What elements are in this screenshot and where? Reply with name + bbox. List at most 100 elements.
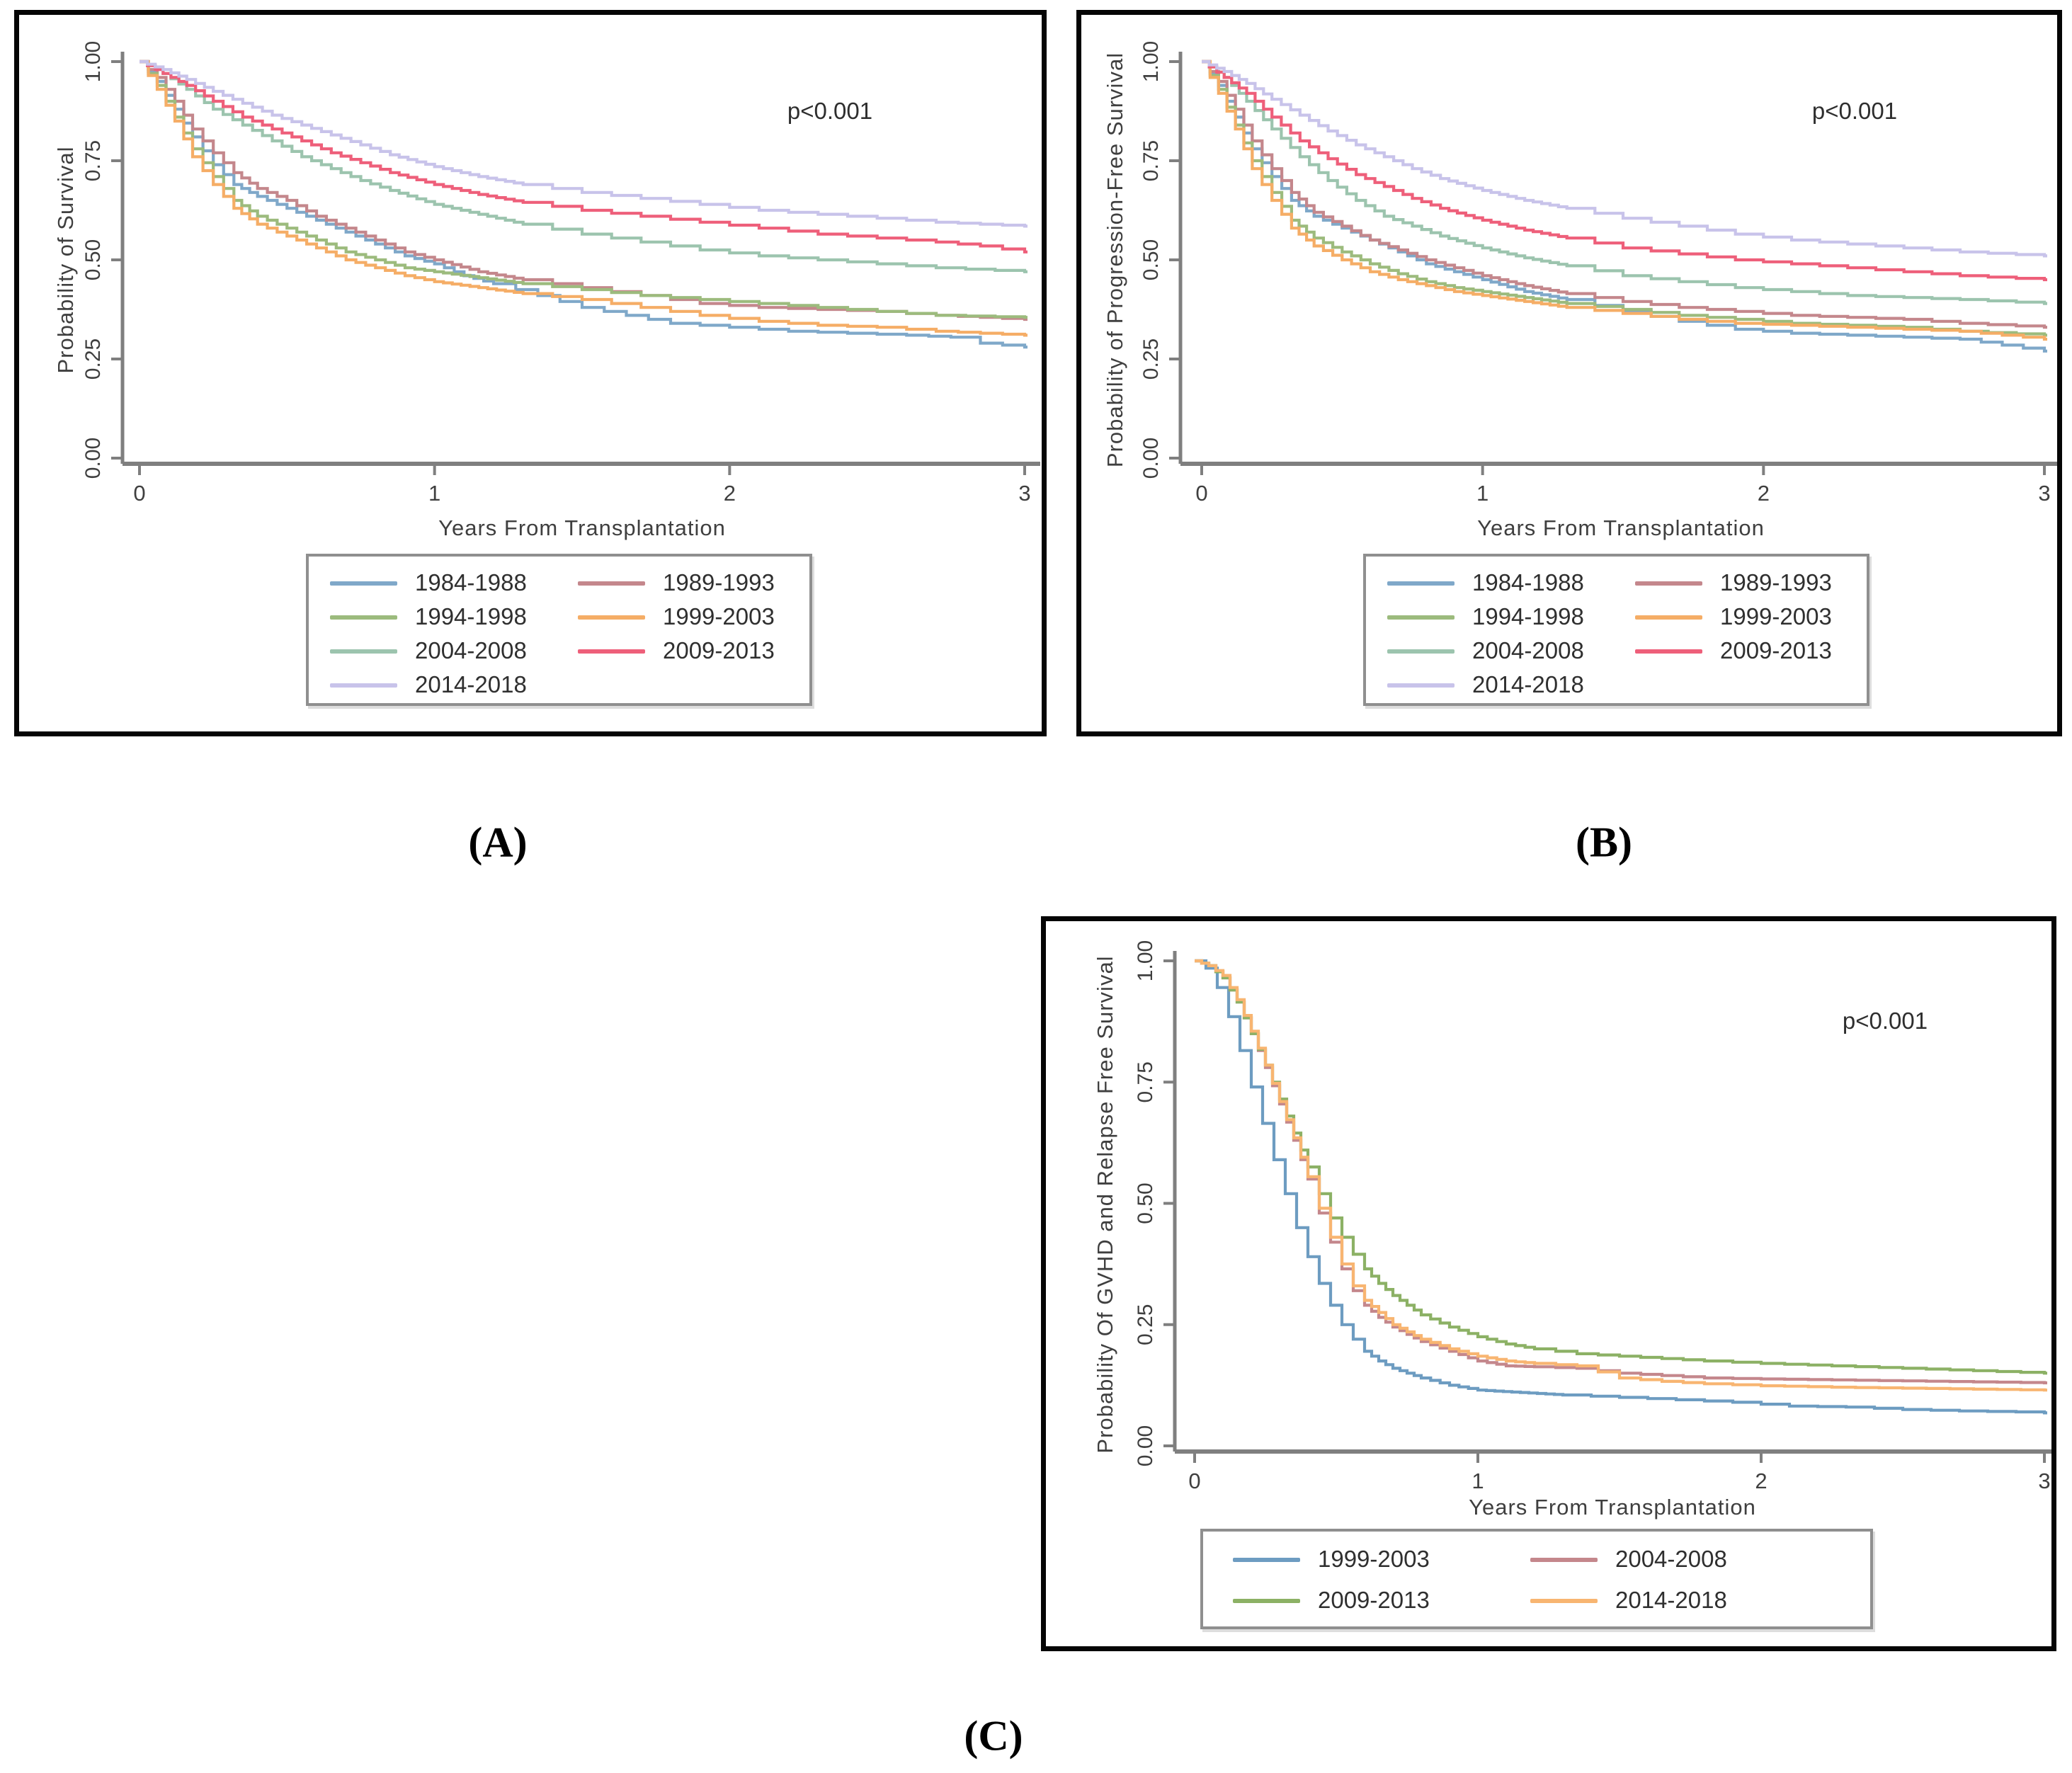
legend-label: 1984-1988 [1472, 569, 1584, 595]
y-tick-label: 0.50 [1134, 1182, 1157, 1224]
legend-b: 1984-1988 1989-1993 1994-1998 1999-2003 2004… [1363, 554, 1869, 706]
x-tick-label: 0 [1195, 481, 1207, 506]
legend-label: 1984-1988 [415, 569, 527, 595]
x-tick-label: 2 [724, 481, 736, 506]
legend-label: 2004-2008 [1472, 637, 1584, 663]
x-tick-label: 1 [428, 481, 440, 506]
y-tick-label: 0.50 [1139, 239, 1163, 280]
y-tick-label: 0.25 [81, 338, 105, 380]
p-value-annotation: p<0.001 [1811, 98, 1898, 124]
y-tick-label: 0.00 [1134, 1425, 1157, 1466]
legend-label: 2014-2018 [1615, 1587, 1727, 1613]
x-tick-label: 1 [1476, 481, 1488, 506]
axes: 0.00 0.25 0.50 0.75 1.00 0 1 2 3 [1134, 940, 2051, 1493]
km-chart-b: 0.00 0.25 0.50 0.75 1.00 0 1 2 3 [1139, 41, 2057, 506]
legend-swatch-2014-2018 [1387, 683, 1455, 688]
legend-swatch-1994-1998 [1387, 615, 1455, 620]
legend-swatch-2009-2013 [1635, 649, 1702, 654]
legend-label: 2004-2008 [415, 637, 527, 663]
y-tick-label: 0.75 [1134, 1061, 1157, 1102]
legend-label: 1994-1998 [415, 603, 527, 629]
p-value-annotation: p<0.001 [787, 98, 873, 124]
panel-b-progression-free-survival: 0.00 0.25 0.50 0.75 1.00 0 1 2 3 Probability of … [1076, 10, 2062, 736]
y-axis-title: Probability Of GVHD and Relapse Free Sur… [1093, 955, 1117, 1454]
legend-swatch-2004-2008 [330, 649, 397, 654]
legend-swatch-1999-2003 [1233, 1558, 1300, 1562]
y-tick-label: 1.00 [1139, 41, 1163, 82]
legend-label: 1999-2003 [1318, 1546, 1430, 1572]
legend-swatch-2004-2008 [1387, 649, 1455, 654]
panel-a-overall-survival: 0.00 0.25 0.50 0.75 1.00 0 1 2 3 Probability of … [14, 10, 1047, 736]
y-tick-label: 0.00 [1139, 438, 1163, 479]
km-curve-2004-2008 [1202, 59, 2047, 305]
legend-swatch-1999-2003 [1635, 615, 1702, 620]
panel-c-gvhd-relapse-free-survival: 0.00 0.25 0.50 0.75 1.00 0 1 2 3 Probability Of … [1041, 916, 2056, 1651]
legend-label: 2014-2018 [415, 671, 527, 697]
km-curve-1999-2003 [140, 59, 1028, 337]
km-curve-1984-1988 [140, 59, 1028, 349]
y-tick-label: 0.75 [1139, 140, 1163, 181]
x-tick-label: 3 [1018, 481, 1030, 506]
legend-swatch-1994-1998 [330, 615, 397, 620]
legend-label: 1989-1993 [1720, 569, 1832, 595]
legend-label: 2004-2008 [1615, 1546, 1727, 1572]
x-tick-label: 3 [2038, 481, 2050, 506]
km-curve-2009-2013 [140, 59, 1028, 253]
legend-a: 1984-1988 1989-1993 1994-1998 1999-2003 2004… [306, 554, 812, 706]
x-axis-title: Years From Transplantation [1469, 1495, 1756, 1520]
x-tick-label: 1 [1472, 1469, 1484, 1493]
legend-swatch-2014-2018 [330, 683, 397, 688]
km-curve-1999-2003 [1195, 959, 2047, 1415]
y-tick-label: 0.50 [81, 239, 105, 280]
legend-swatch-1999-2003 [578, 615, 645, 620]
y-axis-title: Probability of Survival [53, 146, 78, 374]
km-chart-c: 0.00 0.25 0.50 0.75 1.00 0 1 2 3 [1134, 940, 2051, 1493]
panel-label-c: (C) [964, 1712, 1023, 1760]
legend-swatch-2014-2018 [1530, 1599, 1598, 1603]
legend-swatch-2004-2008 [1530, 1558, 1598, 1562]
km-curve-2014-2018 [1195, 959, 2047, 1392]
km-chart-a: 0.00 0.25 0.50 0.75 1.00 0 1 2 3 [81, 41, 1040, 506]
y-axis-title: Probability of Progression-Free Survival [1103, 52, 1127, 468]
x-axis-title: Years From Transplantation [1477, 515, 1765, 540]
km-curve-1999-2003 [1202, 59, 2047, 341]
y-tick-label: 0.00 [81, 438, 105, 479]
axes: 0.00 0.25 0.50 0.75 1.00 0 1 2 3 [1139, 41, 2057, 506]
x-tick-label: 2 [1758, 481, 1770, 506]
p-value-annotation: p<0.001 [1842, 1008, 1928, 1034]
legend-label: 2014-2018 [1472, 671, 1584, 697]
km-curve-1989-1993 [1202, 59, 2047, 329]
km-curve-2014-2018 [1202, 59, 2047, 258]
legend-swatch-1984-1988 [1387, 581, 1455, 586]
legend-swatch-1989-1993 [1635, 581, 1702, 586]
km-curve-1989-1993 [140, 59, 1028, 321]
legend-swatch-1984-1988 [330, 581, 397, 586]
km-curve-1994-1998 [1202, 59, 2047, 337]
y-tick-label: 0.75 [81, 140, 105, 181]
axes: 0.00 0.25 0.50 0.75 1.00 0 1 2 3 [81, 41, 1040, 506]
y-tick-label: 0.25 [1134, 1304, 1157, 1345]
panel-label-a: (A) [468, 819, 528, 866]
legend-label: 2009-2013 [1318, 1587, 1430, 1613]
x-tick-label: 3 [2038, 1469, 2050, 1493]
legend-label: 1999-2003 [1720, 603, 1832, 629]
legend-label: 2009-2013 [663, 637, 775, 663]
km-curve-1984-1988 [1202, 59, 2047, 353]
km-curve-2014-2018 [140, 59, 1028, 228]
y-tick-label: 0.25 [1139, 338, 1163, 380]
y-tick-label: 1.00 [81, 41, 105, 82]
legend-swatch-1989-1993 [578, 581, 645, 586]
y-tick-label: 1.00 [1134, 940, 1157, 981]
legend-label: 2009-2013 [1720, 637, 1832, 663]
x-tick-label: 2 [1755, 1469, 1767, 1493]
legend-c: 1999-2003 2004-2008 2009-2013 2014-2018 [1200, 1529, 1873, 1629]
legend-swatch-2009-2013 [578, 649, 645, 654]
legend-label: 1994-1998 [1472, 603, 1584, 629]
km-curve-2004-2008 [140, 59, 1028, 273]
legend-label: 1989-1993 [663, 569, 775, 595]
x-tick-label: 0 [133, 481, 145, 506]
x-axis-title: Years From Transplantation [438, 515, 726, 540]
x-tick-label: 0 [1188, 1469, 1200, 1493]
legend-swatch-2009-2013 [1233, 1599, 1300, 1603]
